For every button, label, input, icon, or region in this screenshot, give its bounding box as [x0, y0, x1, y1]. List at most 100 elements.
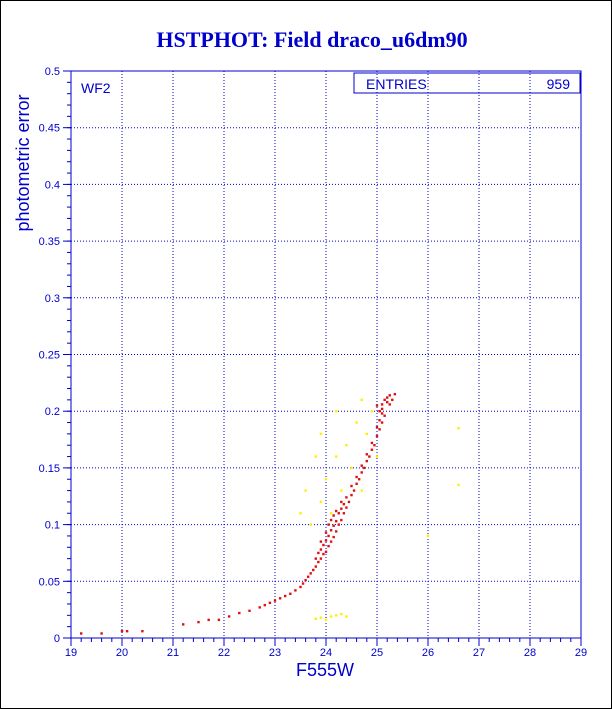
data-point: [345, 444, 348, 447]
data-point: [375, 425, 379, 429]
data-point: [340, 518, 343, 522]
data-point: [197, 620, 200, 624]
data-point: [391, 398, 394, 402]
data-point: [355, 482, 358, 485]
data-point: [329, 518, 333, 522]
data-point: [365, 459, 368, 463]
data-point: [182, 623, 185, 626]
data-point: [342, 512, 346, 515]
data-point: [329, 615, 333, 618]
data-point: [375, 455, 379, 458]
data-point: [327, 544, 330, 548]
data-point: [457, 427, 460, 430]
data-point: [317, 560, 320, 564]
data-point: [309, 523, 312, 526]
data-point: [370, 410, 374, 413]
data-point: [388, 403, 391, 406]
data-point: [340, 489, 343, 492]
data-point: [319, 557, 323, 560]
data-point: [327, 523, 330, 526]
data-point: [289, 592, 292, 595]
data-point: [322, 552, 325, 556]
data-point: [383, 414, 386, 417]
data-point: [273, 599, 277, 602]
data-point: [248, 609, 251, 612]
x-tick-label: 19: [65, 647, 77, 659]
data-point: [207, 618, 210, 622]
y-tick-label: 0.5: [45, 66, 60, 78]
data-point: [378, 410, 381, 413]
x-tick-labels: 19 20 21 22 23 24 25 26 27 28 29: [65, 647, 587, 659]
data-point: [304, 489, 307, 492]
data-point: [309, 572, 312, 575]
data-point: [335, 614, 338, 617]
data-point: [365, 432, 368, 436]
data-point: [319, 548, 323, 551]
data-point: [357, 478, 361, 481]
panel-label: WF2: [81, 80, 111, 96]
data-point: [363, 466, 366, 470]
data-point: [345, 615, 348, 618]
data-point: [319, 432, 323, 436]
data-point: [294, 589, 297, 592]
y-tick-labels: 0 0.05 0.1 0.15 0.2 0.25 0.3 0.35 0.4 0.45 0.5: [39, 66, 60, 645]
data-point: [100, 632, 103, 635]
x-tick-label: 25: [371, 647, 383, 659]
y-tick-label: 0.3: [45, 293, 60, 305]
data-point: [350, 466, 353, 470]
data-point: [324, 478, 328, 481]
data-point: [378, 419, 381, 422]
data-point: [360, 464, 363, 467]
y-axis-label: photometric error: [13, 94, 33, 231]
data-point: [457, 483, 460, 487]
data-point: [345, 506, 348, 509]
stats-box-frame: [353, 72, 581, 94]
data-point: [373, 444, 376, 447]
x-tick-label: 24: [320, 647, 332, 659]
data-point: [120, 629, 124, 633]
data-point: [314, 565, 317, 568]
y-tick-label: 0.4: [45, 179, 60, 191]
stats-entries-value: 959: [547, 76, 571, 92]
data-point: [319, 616, 323, 619]
data-point: [360, 398, 363, 402]
data-point: [319, 500, 323, 504]
data-point: [324, 539, 328, 542]
data-point: [378, 428, 381, 431]
x-tick-label: 22: [218, 647, 230, 659]
x-tick-label: 27: [473, 647, 485, 659]
data-point: [342, 502, 346, 506]
y-tick-label: 0.05: [39, 576, 60, 588]
data-point: [332, 524, 335, 527]
data-point: [337, 523, 340, 526]
data-point: [268, 601, 272, 605]
data-point: [304, 578, 307, 582]
data-point: [370, 441, 374, 445]
data-point: [284, 594, 287, 598]
data-point: [360, 471, 363, 474]
data-point: [324, 618, 328, 622]
x-tick-label: 23: [269, 647, 281, 659]
data-point: [80, 632, 83, 635]
data-point: [332, 535, 335, 539]
data-point: [227, 615, 231, 618]
stats-box: ENTRIES 959: [353, 72, 581, 94]
data-point: [335, 519, 338, 523]
data-point: [350, 493, 353, 497]
data-point: [278, 597, 282, 600]
y-tick-label: 0.25: [39, 350, 60, 362]
data-point: [383, 398, 386, 402]
data-point: [335, 410, 338, 413]
data-point: [322, 543, 325, 547]
data-point: [365, 453, 368, 456]
y-tick-label: 0.15: [39, 463, 60, 475]
data-point: [263, 603, 266, 607]
data-point: [314, 557, 317, 560]
data-point: [299, 585, 302, 589]
data-point: [314, 617, 317, 620]
data-point: [258, 606, 261, 609]
data-point: [324, 531, 328, 534]
data-point: [332, 514, 335, 517]
data-point: [335, 530, 338, 533]
